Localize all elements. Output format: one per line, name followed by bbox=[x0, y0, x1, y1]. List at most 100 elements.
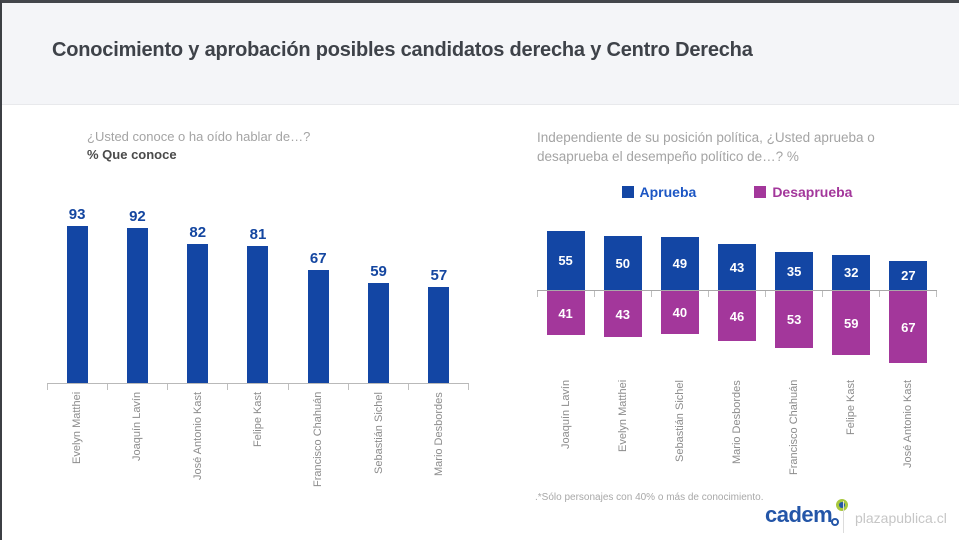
category-label: José Antonio Kast bbox=[902, 380, 915, 469]
bar-value-label: 93 bbox=[68, 206, 86, 223]
knowledge-category-labels: Evelyn Matthei Joaquín Lavín José Antonio … bbox=[47, 392, 469, 504]
category-label-cell: José Antonio Kast bbox=[168, 392, 228, 504]
disapprove-bar-slot: 43 bbox=[594, 291, 651, 337]
cadem-ring-icon bbox=[836, 499, 849, 511]
knowledge-axis-ticks bbox=[47, 384, 469, 390]
footnote: .*Sólo personajes con 40% o más de conoc… bbox=[535, 492, 764, 503]
header-band: Conocimiento y aprobación posibles candi… bbox=[2, 3, 959, 105]
category-label-cell: Evelyn Matthei bbox=[47, 392, 107, 504]
approval-question: Independiente de su posición política, ¿… bbox=[537, 130, 875, 164]
category-label-cell: Mario Desbordes bbox=[708, 380, 765, 490]
bar-slot: 57 bbox=[409, 267, 469, 383]
approve-bar: 50 bbox=[603, 236, 642, 290]
disapprove-bar-slot: 59 bbox=[823, 291, 880, 355]
approval-zero-axis bbox=[537, 290, 937, 291]
aprueba-swatch-icon bbox=[621, 186, 634, 198]
disapprove-bar-slot: 40 bbox=[651, 291, 708, 334]
logo-divider bbox=[843, 501, 844, 533]
approve-value-label: 43 bbox=[729, 259, 745, 275]
category-label-cell: Evelyn Matthei bbox=[594, 380, 651, 490]
approval-bars-upper: 55 50 49 43 35 32 27 bbox=[537, 218, 937, 290]
knowledge-question: ¿Usted conoce o ha oído hablar de…? bbox=[87, 129, 311, 144]
axis-tick bbox=[168, 384, 229, 390]
bar-slot: 81 bbox=[228, 226, 288, 383]
legend-item-desaprueba: Desaprueba bbox=[754, 184, 852, 200]
approval-axis-ticks bbox=[537, 291, 937, 297]
axis-tick bbox=[409, 384, 469, 390]
bar-slot: 92 bbox=[107, 208, 167, 383]
approval-bars-lower: 41 43 40 46 53 59 67 bbox=[537, 291, 937, 371]
bar-slot: 93 bbox=[47, 206, 107, 383]
approve-value-label: 27 bbox=[901, 268, 916, 283]
approve-value-label: 49 bbox=[672, 256, 688, 271]
cadem-logo-text: cadem bbox=[765, 502, 833, 527]
axis-tick bbox=[108, 384, 169, 390]
cadem-dot-icon bbox=[831, 518, 840, 526]
approve-bar: 43 bbox=[717, 244, 756, 290]
category-label: Evelyn Matthei bbox=[616, 380, 629, 453]
category-label-cell: Joaquín Lavín bbox=[537, 380, 594, 490]
bar-slot: 82 bbox=[168, 224, 228, 383]
axis-tick bbox=[766, 291, 823, 297]
axis-tick bbox=[709, 291, 766, 297]
disapprove-value-label: 46 bbox=[729, 308, 745, 324]
approve-bar: 55 bbox=[546, 231, 585, 290]
category-label-cell: Sebastián Sichel bbox=[348, 392, 408, 504]
approve-value-label: 50 bbox=[615, 255, 630, 271]
knowledge-subtitle: % Que conoce bbox=[87, 147, 177, 162]
knowledge-bars-plot: 93 92 82 81 67 59 57 bbox=[47, 205, 469, 384]
disapprove-bar-slot: 67 bbox=[880, 291, 937, 363]
knowledge-bar bbox=[126, 228, 148, 383]
bar-value-label: 57 bbox=[430, 267, 448, 284]
approve-bar-slot: 35 bbox=[766, 252, 823, 290]
disapprove-bar: 41 bbox=[546, 291, 585, 335]
approve-bar-slot: 49 bbox=[651, 237, 708, 290]
axis-tick bbox=[47, 384, 109, 390]
axis-tick bbox=[349, 384, 409, 390]
category-label: Sebastián Sichel bbox=[673, 380, 686, 462]
disapprove-bar-slot: 53 bbox=[766, 291, 823, 348]
category-label: Francisco Chahuán bbox=[312, 392, 325, 488]
category-label: Felipe Kast bbox=[845, 380, 858, 436]
approval-legend: Aprueba Desaprueba bbox=[537, 184, 937, 200]
plazapublica-site-label: plazapublica.cl bbox=[855, 510, 947, 526]
bar-value-label: 81 bbox=[249, 226, 267, 243]
legend-label-aprueba: Aprueba bbox=[639, 184, 697, 200]
knowledge-bar bbox=[368, 283, 390, 383]
disapprove-bar-slot: 41 bbox=[537, 291, 594, 335]
disapprove-bar: 40 bbox=[660, 291, 699, 334]
knowledge-bar bbox=[66, 226, 88, 383]
disapprove-bar: 53 bbox=[775, 291, 814, 348]
category-label: Joaquín Lavín bbox=[559, 380, 572, 450]
category-label: Mario Desbordes bbox=[432, 392, 445, 476]
axis-tick bbox=[595, 291, 652, 297]
category-label-cell: José Antonio Kast bbox=[880, 380, 937, 490]
disapprove-value-label: 67 bbox=[901, 319, 916, 335]
knowledge-bar bbox=[307, 270, 329, 383]
bar-value-label: 92 bbox=[129, 208, 146, 225]
knowledge-chart-panel: ¿Usted conoce o ha oído hablar de…? % Qu… bbox=[47, 128, 469, 508]
cadem-logo: cadem bbox=[765, 499, 850, 528]
approve-bar-slot: 43 bbox=[708, 244, 765, 290]
category-label-cell: Felipe Kast bbox=[228, 392, 288, 504]
disapprove-bar: 43 bbox=[603, 291, 642, 337]
category-label: Evelyn Matthei bbox=[71, 392, 84, 465]
category-label-cell: Francisco Chahuán bbox=[288, 392, 348, 504]
axis-tick bbox=[880, 291, 937, 297]
approval-category-labels: Joaquín Lavín Evelyn Matthei Sebastián Sic… bbox=[537, 380, 937, 490]
category-label-cell: Joaquín Lavín bbox=[107, 392, 167, 504]
axis-tick bbox=[823, 291, 880, 297]
bar-value-label: 67 bbox=[309, 250, 327, 267]
approve-bar-slot: 55 bbox=[537, 231, 594, 290]
bar-slot: 59 bbox=[348, 263, 408, 383]
approve-bar-slot: 32 bbox=[823, 255, 880, 290]
category-label: Mario Desbordes bbox=[730, 380, 743, 464]
bar-value-label: 59 bbox=[370, 263, 387, 280]
approve-bar: 32 bbox=[832, 255, 871, 290]
disapprove-value-label: 41 bbox=[558, 305, 573, 321]
category-label: Francisco Chahuán bbox=[788, 380, 801, 476]
approve-bar: 49 bbox=[660, 237, 699, 290]
desaprueba-swatch-icon bbox=[754, 186, 767, 198]
disapprove-value-label: 43 bbox=[615, 306, 630, 322]
approve-value-label: 35 bbox=[786, 263, 802, 279]
